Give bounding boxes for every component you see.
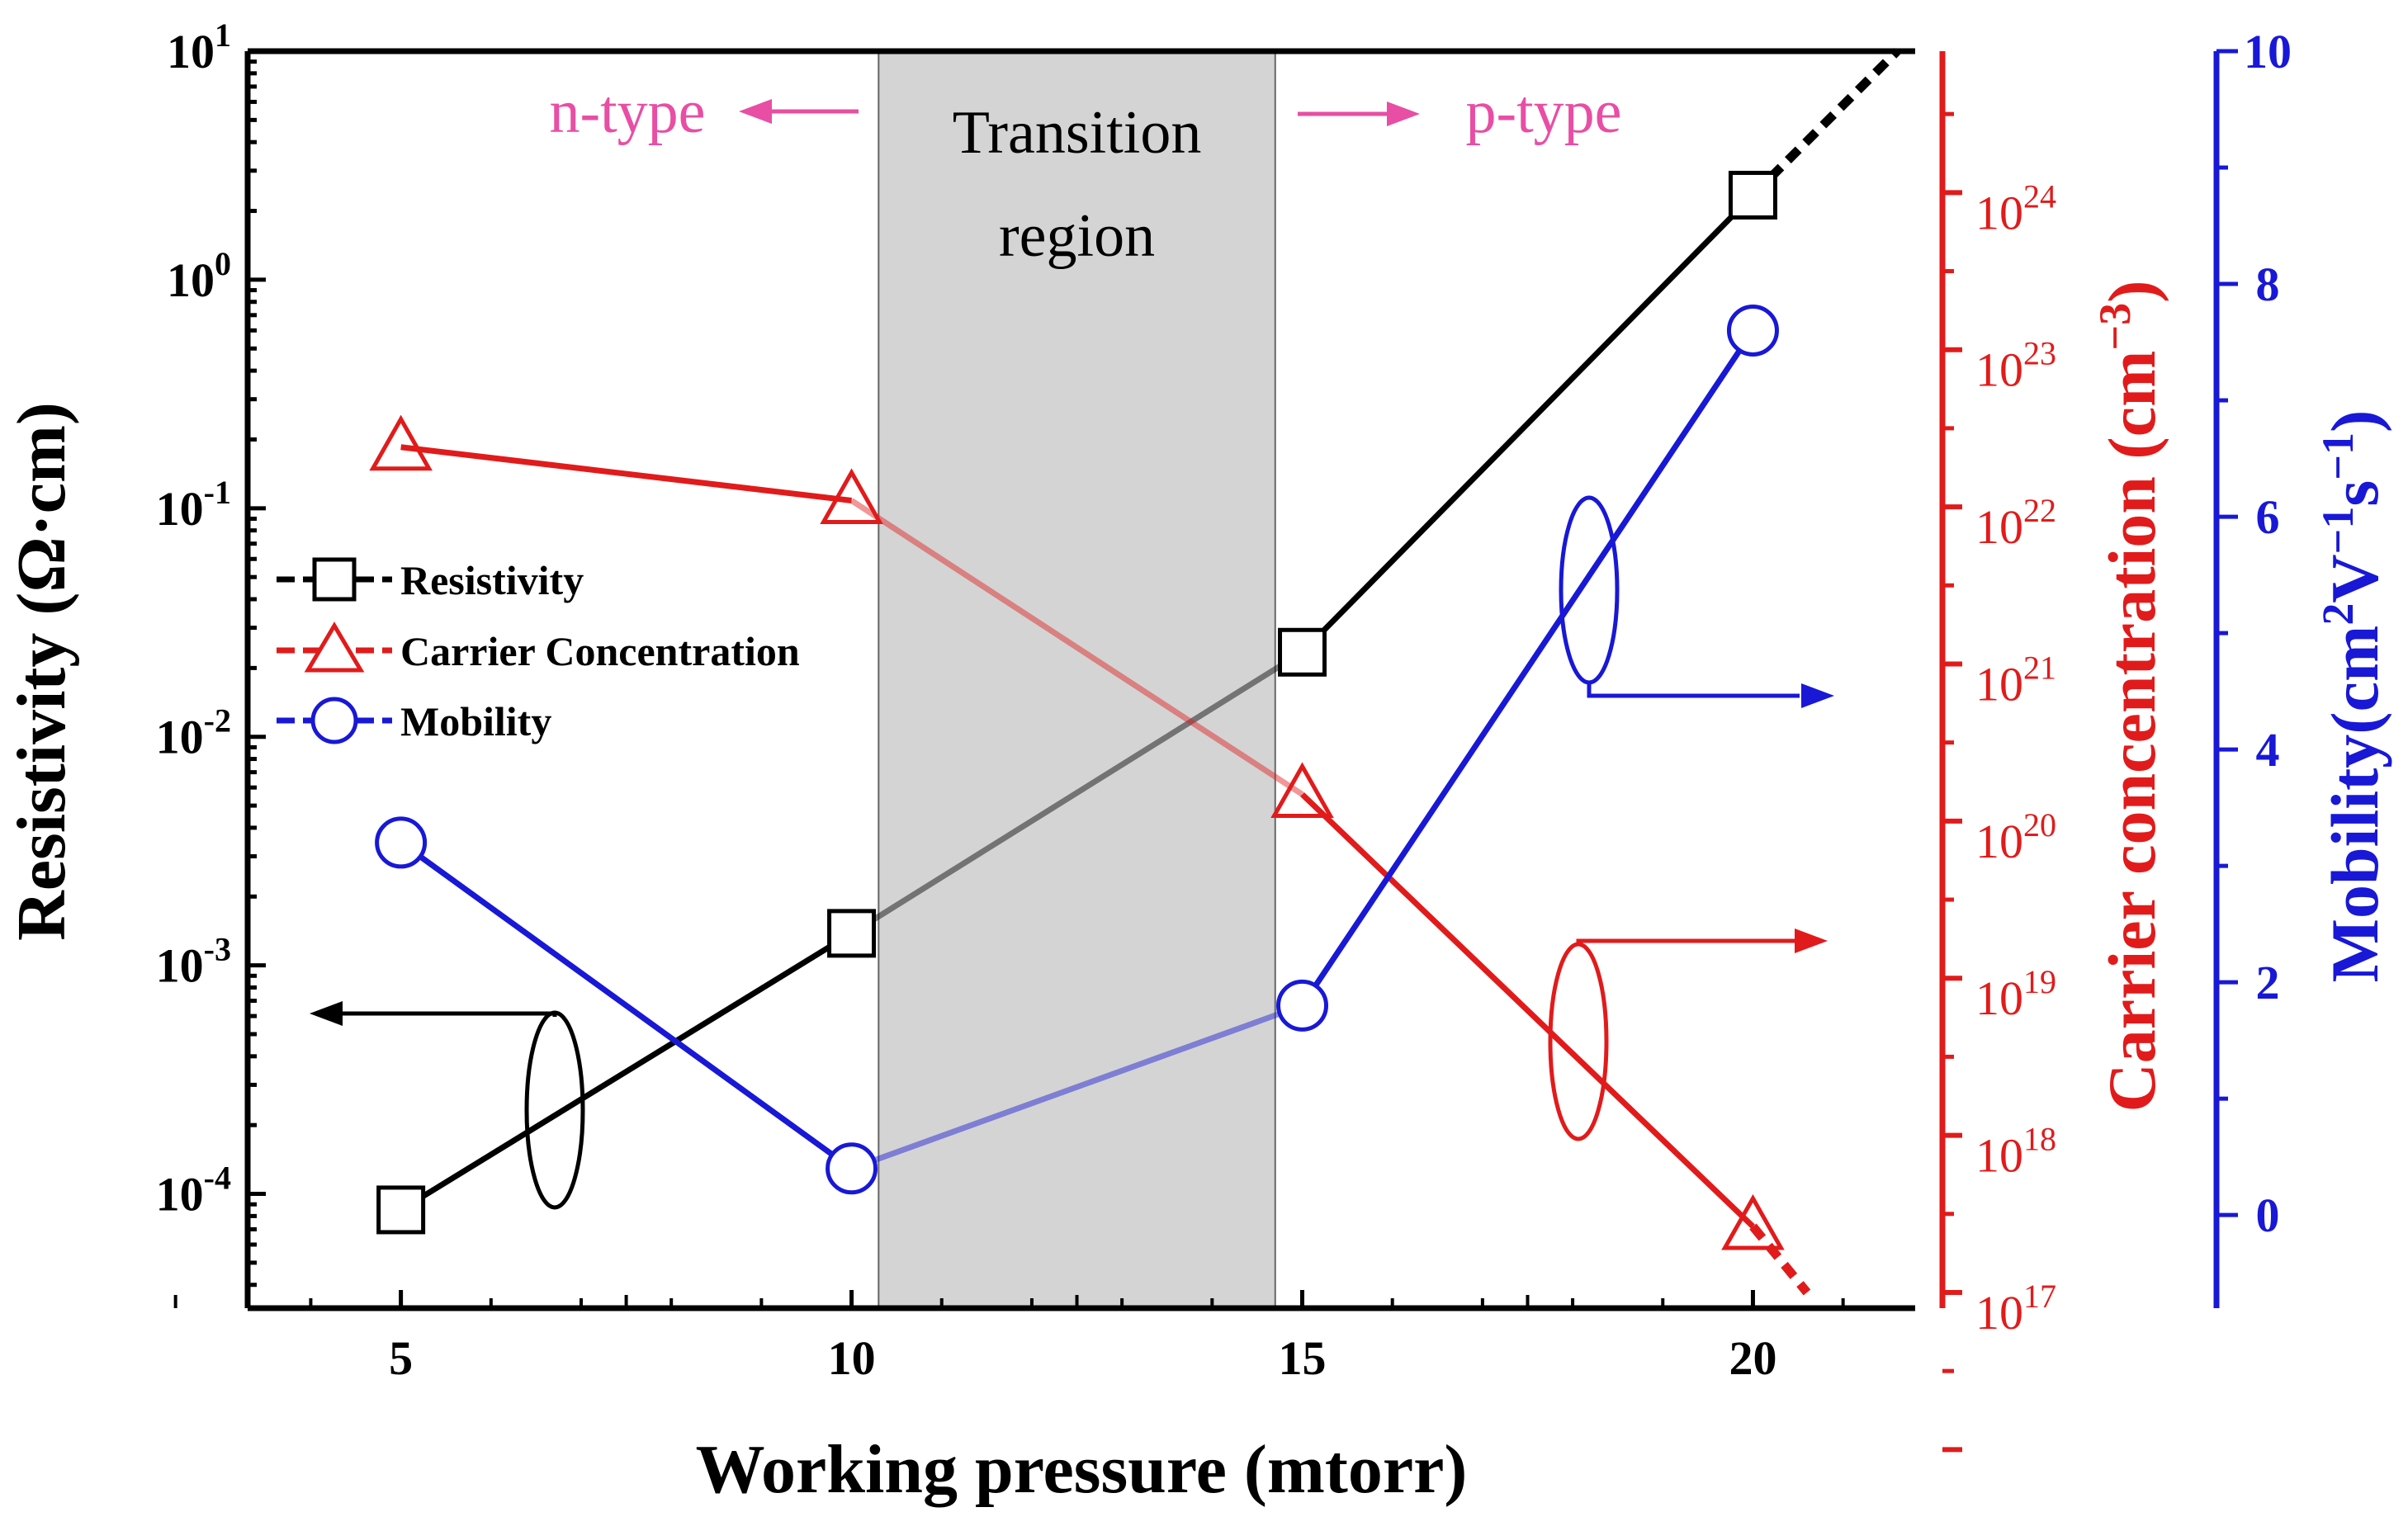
transition-region-label-line2: region [999, 202, 1155, 270]
x-axis-title: Working pressure (mtorr) [696, 1431, 1468, 1508]
resistivity-marker [1728, 170, 1777, 220]
mobility-marker [1726, 304, 1779, 357]
y-mobility-tick-label: 8 [2256, 258, 2280, 311]
annotation-arrows [310, 99, 1834, 1210]
y-carrier-tick-label: 1023 [1975, 335, 2056, 397]
y-mobility-tick-label: 6 [2256, 490, 2280, 544]
mobility-marker [826, 1142, 878, 1195]
resistivity-axis-arrow [338, 1011, 557, 1017]
carrier-axis-arrow-head [1795, 929, 1828, 953]
y-axis-mobility-title: Mobility(cm2V−1s−1) [2313, 410, 2392, 983]
resistivity-axis-arrow-head [310, 1001, 343, 1026]
resistivity-marker [1278, 627, 1327, 677]
carrier-axis-arrow [1576, 938, 1795, 944]
y-mobility-tick-label: 0 [2256, 1188, 2280, 1242]
y-axis-carrier-title: Carrier concentration (cm−3) [2090, 281, 2169, 1113]
x-tick-label: 5 [389, 1331, 413, 1385]
y-left-tick-label: 100 [167, 245, 231, 307]
y-left-tick-label: 10-4 [156, 1160, 231, 1221]
y-left-tick-label: 10-3 [156, 931, 231, 993]
transition-region-label-line1: Transition [953, 99, 1202, 167]
y-axis-resistivity-title: Resistivity (Ω·cm) [3, 402, 80, 941]
series-segment-triangle [849, 498, 1304, 797]
mobility-axis-arrow-head [1801, 683, 1834, 708]
y-carrier-tick-label: 1019 [1975, 963, 2056, 1025]
series-segment-square [849, 650, 1304, 936]
y-carrier-tick-label: 1024 [1975, 177, 2056, 239]
series-markers [369, 170, 1785, 1250]
y-carrier-tick-label: 1020 [1975, 806, 2056, 868]
legend-marker-circle [310, 697, 358, 744]
series-segment-circle [850, 1003, 1303, 1172]
series-segment-square [399, 930, 854, 1212]
legend [277, 557, 392, 744]
legend-marker-triangle [304, 621, 365, 673]
carrier-marker [1721, 1193, 1785, 1250]
x-tick-label: 20 [1729, 1331, 1776, 1385]
x-tick-label: 15 [1279, 1331, 1327, 1385]
resistivity-marker [827, 909, 877, 958]
p-type-arrow-head [1387, 102, 1420, 126]
mobility-axis-arrow [1587, 683, 1800, 698]
series-segment-triangle [1300, 791, 1755, 1229]
mobility-axis-ellipse [1559, 495, 1620, 685]
n-type-arrow-head [739, 99, 772, 124]
mobility-marker [375, 816, 428, 869]
mobility-marker [1276, 979, 1329, 1032]
series-segment-triangle [400, 444, 852, 503]
resistivity-marker [376, 1185, 426, 1235]
legend-marker-square [312, 557, 357, 602]
y-mobility-tick-label: 2 [2256, 956, 2280, 1009]
y-mobility-tick-label: 4 [2256, 723, 2280, 777]
series-segment-circle [399, 840, 854, 1171]
p-type-label: p-type [1465, 78, 1621, 146]
n-type-label: n-type [549, 78, 705, 146]
y-carrier-tick-label: 1022 [1975, 492, 2056, 554]
legend-label-resistivity: Resistivity [400, 557, 584, 603]
y-left-tick-label: 10-1 [156, 474, 231, 536]
carrier-marker [1270, 762, 1334, 818]
legend-label-carrier: Carrier Concentration [400, 628, 800, 674]
series-lines [399, 48, 1901, 1296]
axis-ticks [173, 49, 2238, 1453]
series-segment-circle [1299, 328, 1756, 1008]
series-extrapolation [1749, 1223, 1811, 1296]
y-left-tick-label: 10-2 [156, 702, 231, 764]
transition-region [878, 50, 1276, 1309]
series-segment-square [1300, 192, 1755, 654]
x-tick-label: 10 [828, 1331, 876, 1385]
carrier-marker [820, 468, 883, 524]
y-carrier-tick-label: 1021 [1975, 649, 2056, 711]
y-carrier-tick-label: 1018 [1975, 1121, 2056, 1183]
y-carrier-tick-label: 1017 [1975, 1278, 2056, 1340]
y-left-tick-label: 101 [167, 17, 231, 78]
y-mobility-tick-label: 10 [2244, 25, 2292, 78]
resistivity-axis-ellipse [524, 1010, 585, 1210]
carrier-marker [369, 414, 433, 471]
legend-label-mobility: Mobility [400, 698, 551, 744]
